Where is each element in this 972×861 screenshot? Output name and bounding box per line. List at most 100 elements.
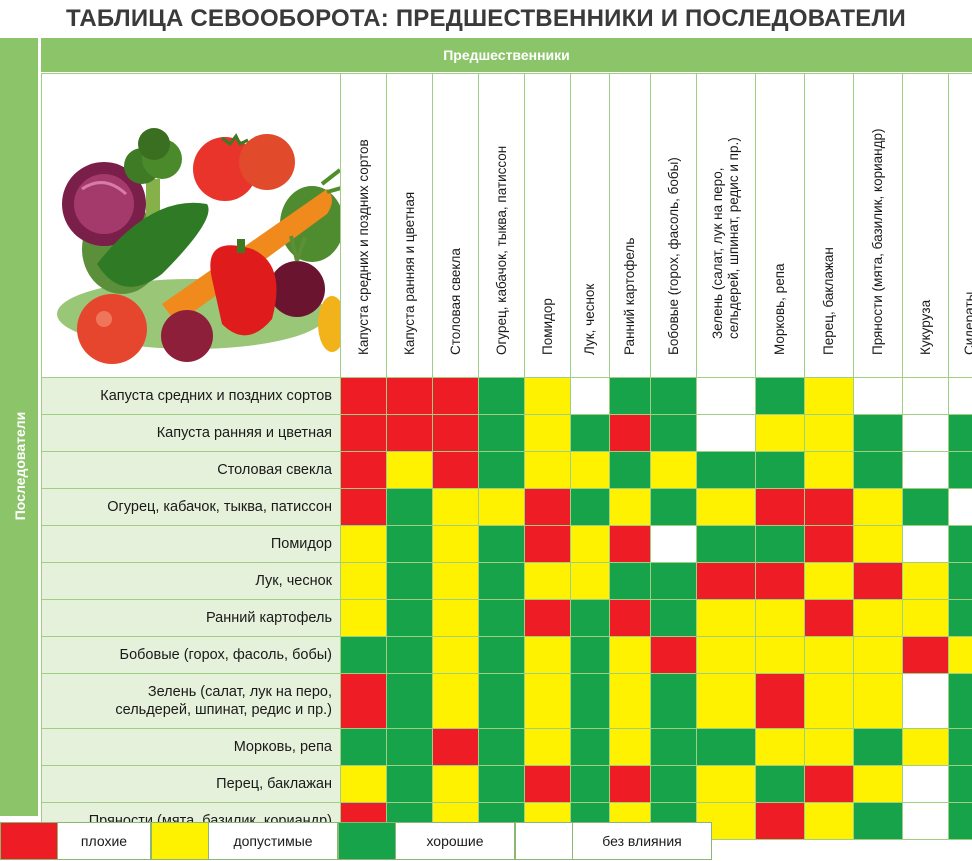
table-cell	[697, 729, 755, 765]
table-cell	[387, 637, 432, 673]
table-cell	[433, 489, 478, 525]
table-cell	[651, 415, 696, 451]
table-cell	[651, 489, 696, 525]
rotation-table: Капуста средних и поздних сортов Капуста …	[41, 73, 972, 840]
table-cell	[697, 766, 755, 802]
table-cell	[610, 600, 650, 636]
table-cell	[387, 674, 432, 728]
table-cell	[903, 674, 948, 728]
table-cell	[903, 452, 948, 488]
table-cell	[610, 674, 650, 728]
column-header-label: Зелень (салат, лук на перо, сельдерей, ш…	[710, 137, 741, 339]
table-cell	[651, 563, 696, 599]
table-cell	[756, 729, 804, 765]
table-cell	[949, 415, 972, 451]
table-cell	[525, 489, 570, 525]
followers-sidebar: Последователи	[0, 38, 40, 816]
row-header: Капуста ранняя и цветная	[42, 415, 340, 451]
legend-swatch	[338, 822, 396, 860]
column-header-label: Столовая свекла	[447, 248, 463, 355]
table-cell	[571, 526, 609, 562]
row-header: Зелень (салат, лук на перо, сельдерей, ш…	[42, 674, 340, 728]
table-cell	[903, 526, 948, 562]
table-cell	[610, 489, 650, 525]
row-header: Огурец, кабачок, тыква, патиссон	[42, 489, 340, 525]
table-cell	[756, 563, 804, 599]
table-cell	[433, 563, 478, 599]
table-cell	[949, 637, 972, 673]
table-cell	[525, 378, 570, 414]
table-cell	[805, 637, 853, 673]
table-cell	[903, 729, 948, 765]
table-cell	[479, 489, 524, 525]
table-cell	[341, 600, 386, 636]
table-cell	[387, 600, 432, 636]
row-header: Помидор	[42, 526, 340, 562]
table-cell	[387, 378, 432, 414]
table-cell	[387, 766, 432, 802]
table-cell	[805, 766, 853, 802]
table-cell	[479, 600, 524, 636]
row-header-label: Огурец, кабачок, тыква, патиссон	[107, 499, 332, 515]
table-cell	[433, 526, 478, 562]
table-cell	[756, 766, 804, 802]
vegetables-illustration	[42, 74, 340, 377]
table-cell	[697, 637, 755, 673]
table-cell	[525, 415, 570, 451]
legend-label: допустимые	[209, 822, 338, 860]
row-header-label: Помидор	[270, 536, 332, 552]
table-cell	[949, 489, 972, 525]
table-cell	[479, 452, 524, 488]
table-cell	[805, 415, 853, 451]
table-cell	[805, 674, 853, 728]
legend-label: без влияния	[573, 822, 712, 860]
table-cell	[697, 378, 755, 414]
predecessors-header: Предшественники	[41, 38, 972, 72]
legend-swatch	[515, 822, 573, 860]
table-cell	[651, 378, 696, 414]
table-cell	[341, 766, 386, 802]
column-header: Капуста средних и поздних сортов	[341, 74, 386, 377]
legend-item: хорошие	[338, 822, 515, 860]
table-cell	[756, 674, 804, 728]
table-cell	[571, 600, 609, 636]
table-cell	[805, 803, 853, 839]
table-cell	[756, 378, 804, 414]
table-cell	[433, 600, 478, 636]
table-cell	[805, 489, 853, 525]
row-header-label: Капуста ранняя и цветная	[156, 425, 332, 441]
table-cell	[571, 378, 609, 414]
row-header-label: Лук, чеснок	[255, 573, 332, 589]
table-cell	[525, 729, 570, 765]
table-cell	[341, 378, 386, 414]
table-cell	[387, 415, 432, 451]
table-cell	[433, 674, 478, 728]
legend-item: без влияния	[515, 822, 712, 860]
row-header: Лук, чеснок	[42, 563, 340, 599]
row-header: Столовая свекла	[42, 452, 340, 488]
column-header-label: Огурец, кабачок, тыква, патиссон	[493, 145, 509, 355]
table-cell	[697, 563, 755, 599]
table-cell	[697, 489, 755, 525]
row-header: Ранний картофель	[42, 600, 340, 636]
table-cell	[610, 637, 650, 673]
table-cell	[651, 526, 696, 562]
table-cell	[433, 415, 478, 451]
table-cell	[433, 378, 478, 414]
table-cell	[479, 729, 524, 765]
column-header: Зелень (салат, лук на перо, сельдерей, ш…	[697, 74, 755, 377]
table-cell	[571, 766, 609, 802]
table-cell	[854, 563, 902, 599]
table-cell	[479, 378, 524, 414]
table-cell	[571, 729, 609, 765]
table-cell	[610, 378, 650, 414]
table-cell	[854, 452, 902, 488]
column-header: Сидераты	[949, 74, 972, 377]
row-header-label: Морковь, репа	[233, 739, 332, 755]
legend: плохие допустимые хорошие без влияния	[0, 822, 712, 860]
table-cell	[433, 729, 478, 765]
column-header-label: Помидор	[539, 298, 555, 355]
column-header: Столовая свекла	[433, 74, 478, 377]
table-cell	[525, 637, 570, 673]
table-cell	[433, 452, 478, 488]
